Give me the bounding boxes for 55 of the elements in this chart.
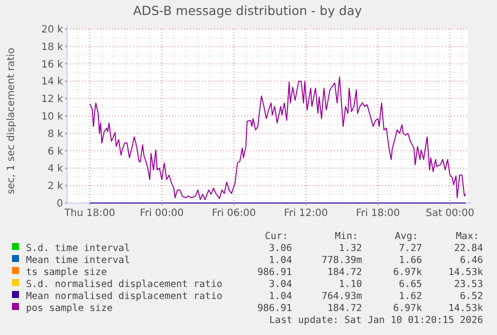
chart-title: ADS-B message distribution - by day — [133, 3, 363, 18]
text: 1.62 — [398, 291, 422, 302]
legend-label: Mean time interval — [26, 255, 130, 266]
text: 6.97k — [393, 267, 422, 278]
text: 3.06 — [268, 243, 292, 254]
text: Min: — [334, 231, 358, 242]
text: 1.66 — [398, 255, 422, 266]
text: 986.91 — [257, 303, 292, 314]
x-tick-label: Sat 00:00 — [426, 208, 474, 219]
x-tick-label: Fri 06:00 — [212, 208, 256, 219]
text: 184.72 — [327, 303, 362, 314]
text: 1.10 — [338, 279, 362, 290]
line-series — [89, 76, 466, 200]
text: Cur: — [264, 231, 288, 242]
y-tick-label: 8 k — [48, 128, 64, 140]
text: 1.32 — [338, 243, 362, 254]
y-tick-label: 16 k — [41, 59, 64, 70]
y-tick-label: 2 k — [48, 181, 64, 192]
text: 14.53k — [448, 267, 484, 278]
text: 986.91 — [257, 267, 292, 278]
text: 23.53 — [454, 279, 484, 290]
x-tick-label: Thu 18:00 — [63, 208, 116, 219]
text: Max: — [456, 231, 479, 242]
text: 6.46 — [460, 255, 484, 266]
text: 764.93m — [322, 291, 362, 302]
text: 14.53k — [448, 303, 484, 314]
text: 1.04 — [268, 255, 292, 266]
legend-label: S.d. time interval — [26, 243, 130, 254]
text: 6.97k — [393, 303, 422, 314]
text: 6.52 — [460, 291, 483, 302]
y-tick-label: 12 k — [41, 94, 64, 106]
text: 6.65 — [398, 279, 422, 290]
y-tick-label: 4 k — [48, 164, 64, 175]
y-tick-label: 14 k — [41, 76, 64, 88]
x-tick-label: Fri 18:00 — [356, 208, 400, 219]
legend-label: Mean normalised displacement ratio — [26, 291, 223, 302]
text: 1.04 — [268, 291, 292, 302]
y-tick-label: 10 k — [41, 112, 64, 122]
text: 22.84 — [454, 243, 484, 254]
legend-label: pos sample size — [26, 303, 113, 314]
x-tick-label: Fri 12:00 — [284, 208, 328, 219]
y-tick-label: 6 k — [48, 146, 64, 158]
y-tick-label: 18 k — [41, 42, 64, 53]
y-tick-label: 0 — [56, 198, 63, 210]
legend-label: S.d. normalised displacement ratio — [26, 279, 223, 290]
x-tick-label: Fri 00:00 — [140, 208, 184, 219]
text: Last update: Sat Jan 10 01:20:15 2026 — [269, 315, 484, 326]
y-tick-label: 20 k — [41, 24, 64, 36]
text: Avg: — [394, 231, 418, 242]
text: 778.39m — [322, 255, 362, 266]
y-axis-title: sec, 1 sec displacement ratio — [6, 48, 17, 194]
text: 184.72 — [327, 267, 362, 278]
text: 7.27 — [398, 243, 422, 254]
legend-label: ts sample size — [26, 267, 108, 278]
text: 3.04 — [268, 279, 292, 290]
